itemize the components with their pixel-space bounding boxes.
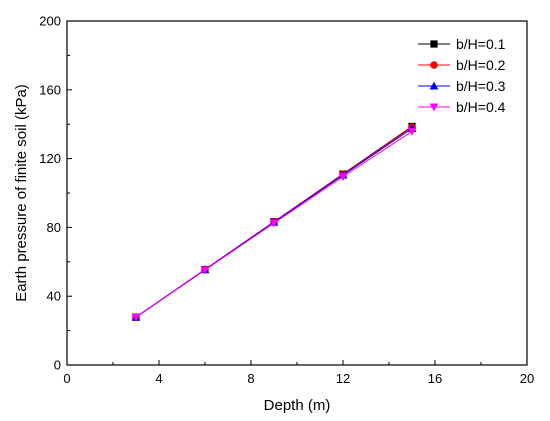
legend-marker	[429, 103, 439, 112]
legend-marker	[430, 40, 438, 48]
legend-label: b/H=0.1	[456, 36, 506, 52]
y-tick-label: 200	[39, 14, 61, 29]
legend-label: b/H=0.3	[456, 78, 506, 94]
legend-entry: b/H=0.4	[418, 99, 506, 115]
y-tick-label: 0	[54, 358, 61, 373]
series-4	[131, 127, 417, 322]
legend-label: b/H=0.4	[456, 99, 506, 115]
series-layer	[131, 122, 417, 322]
data-point	[269, 219, 279, 228]
y-tick-label: 80	[47, 220, 61, 235]
legend-marker	[430, 61, 438, 69]
y-tick-label: 40	[47, 289, 61, 304]
x-tick-label: 8	[247, 371, 254, 386]
legend-entry: b/H=0.3	[418, 78, 506, 94]
legend-entry: b/H=0.1	[418, 36, 506, 52]
x-tick-label: 16	[428, 371, 442, 386]
data-point	[131, 313, 141, 322]
legend-entry: b/H=0.2	[418, 57, 506, 73]
y-tick-label: 120	[39, 151, 61, 166]
data-point	[407, 127, 417, 136]
data-point	[338, 173, 348, 181]
x-tick-label: 0	[63, 371, 70, 386]
y-tick-label: 160	[39, 82, 61, 97]
legend-marker	[429, 81, 439, 90]
legend-label: b/H=0.2	[456, 57, 506, 73]
x-tick-label: 20	[520, 371, 534, 386]
data-point	[200, 266, 210, 275]
x-tick-label: 4	[155, 371, 162, 386]
y-axis-title: Earth pressure of finite soil (kPa)	[13, 84, 30, 302]
x-tick-label: 12	[336, 371, 350, 386]
x-axis-title: Depth (m)	[264, 397, 331, 414]
legend: b/H=0.1 b/H=0.2 b/H=0.3 b/H=0.4	[418, 36, 506, 115]
